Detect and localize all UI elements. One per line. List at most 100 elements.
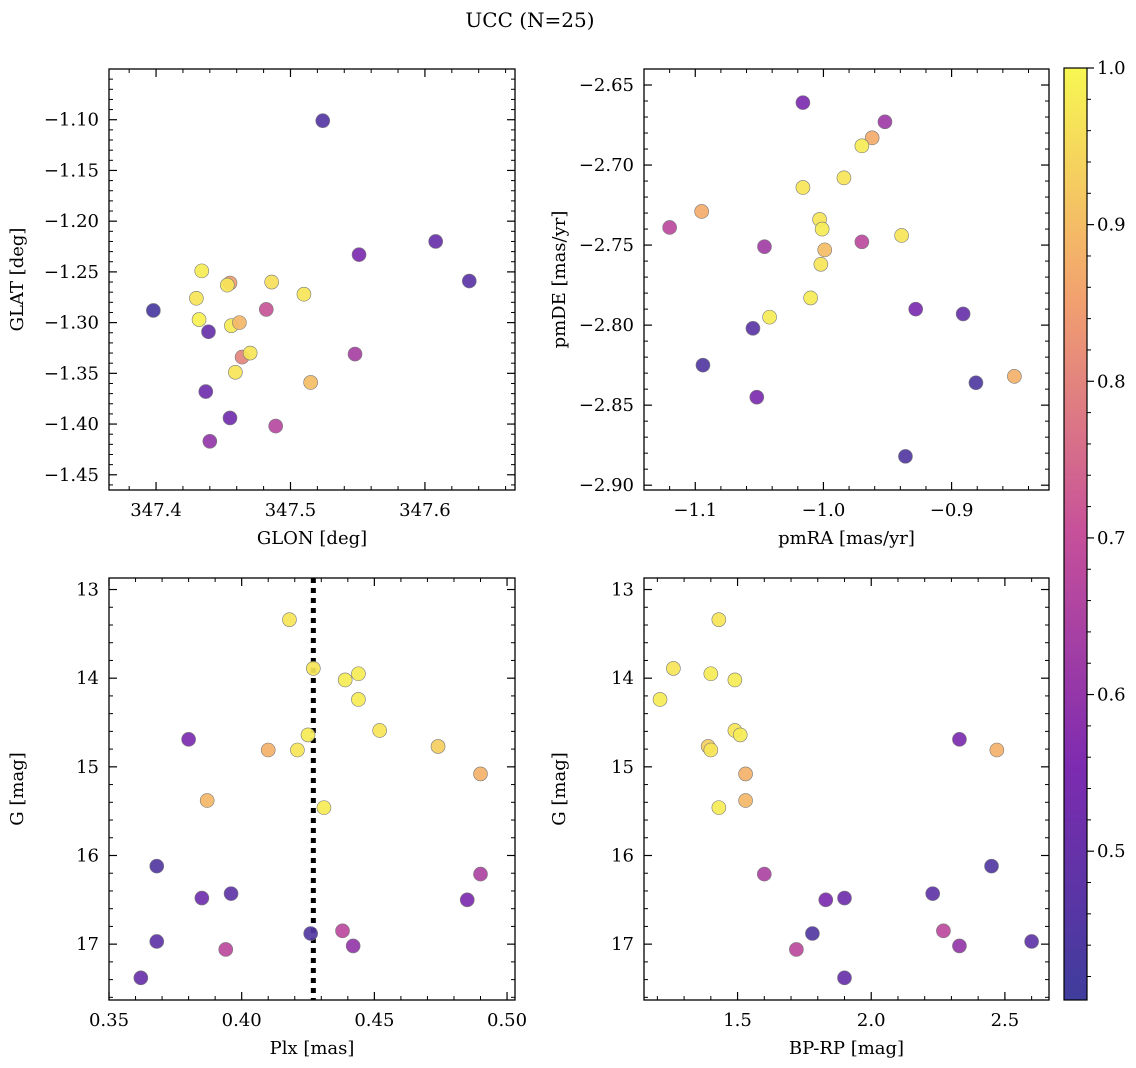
scatter-point — [181, 732, 196, 747]
scatter-point — [351, 692, 366, 707]
panel-1: 347.4 347.5 347.6 −1.10 −1.15 −1.20 −1.25 −1.30… — [7, 68, 516, 549]
scatter-point — [306, 661, 321, 676]
scatter-point — [908, 301, 924, 317]
scatter-point — [242, 345, 258, 361]
scatter-point — [727, 672, 743, 688]
scatter-point — [194, 890, 210, 906]
scatter-point — [789, 942, 804, 957]
colorbar-tick-label: 0.9 — [1097, 215, 1126, 236]
scatter-point — [149, 934, 165, 949]
scatter-point — [222, 410, 238, 426]
panel-2: −1.1 −1.0 −0.9 −2.65 −2.70 −2.75 −2.80 −2.85 −2.… — [549, 68, 1050, 549]
y-tick-label: 13 — [611, 580, 634, 601]
scatter-point — [194, 263, 210, 279]
y-tick-label: 15 — [76, 757, 99, 778]
scatter-point — [666, 661, 681, 676]
scatter-point — [473, 866, 488, 882]
scatter-point — [762, 309, 777, 325]
x-tick-label: 1.5 — [723, 1010, 752, 1031]
y-tick-label: 15 — [611, 757, 634, 778]
scatter-point — [745, 321, 761, 336]
scatter-point — [282, 612, 297, 627]
scatter-point — [703, 742, 719, 758]
scatter-point — [296, 286, 312, 302]
scatter-point — [146, 303, 161, 318]
y-axis-label: pmDE [mas/yr] — [549, 211, 570, 349]
scatter-point — [662, 220, 677, 235]
scatter-point — [290, 742, 305, 758]
scatter-point — [968, 375, 984, 391]
scatter-point — [711, 612, 727, 627]
scatter-point — [372, 723, 387, 738]
scatter-point — [347, 346, 363, 362]
scatter-point — [803, 290, 818, 306]
scatter-point — [989, 742, 1005, 758]
scatter-point — [805, 926, 820, 941]
scatter-point — [461, 273, 477, 289]
scatter-point — [303, 926, 318, 941]
scatter-point — [351, 666, 366, 682]
scatter-point — [133, 970, 149, 986]
scatter-point — [836, 170, 852, 186]
scatter-point — [258, 302, 274, 317]
x-axis-label: pmRA [mas/yr] — [778, 528, 915, 549]
y-tick-label: 16 — [76, 845, 99, 866]
y-tick-label: −2.75 — [579, 235, 634, 256]
y-tick-label: −1.10 — [44, 110, 99, 131]
y-axis-label: G [mag] — [7, 752, 28, 825]
y-tick-label: −1.30 — [44, 313, 99, 334]
scatter-point — [813, 256, 829, 272]
scatter-point — [428, 234, 443, 249]
scatter-point — [757, 239, 772, 254]
y-tick-label: −1.20 — [44, 211, 99, 232]
scatter-point — [695, 357, 711, 373]
scatter-point — [1024, 934, 1039, 949]
x-tick-label: 0.45 — [354, 1010, 394, 1031]
y-tick-label: −1.15 — [44, 160, 99, 181]
x-tick-label: −0.9 — [930, 500, 974, 521]
scatter-point — [936, 923, 951, 939]
scatter-point — [459, 892, 475, 908]
scatter-point — [268, 418, 284, 434]
scatter-point — [898, 449, 913, 464]
colorbar-tick-label: 0.6 — [1097, 685, 1126, 706]
scatter-point — [877, 114, 893, 130]
scatter-point — [232, 315, 247, 330]
scatter-point — [703, 666, 719, 682]
scatter-point — [260, 742, 276, 758]
y-tick-label: −1.35 — [44, 363, 99, 384]
scatter-point — [652, 692, 668, 707]
scatter-point — [315, 113, 331, 129]
axes-frame — [643, 68, 1050, 491]
scatter-point — [202, 434, 218, 449]
x-tick-label: 347.6 — [399, 500, 451, 521]
scatter-point — [952, 938, 967, 954]
scatter-point — [335, 923, 350, 939]
figure-title: UCC (N=25) — [465, 8, 594, 32]
scatter-point — [694, 204, 709, 219]
scatter-point — [201, 324, 216, 340]
y-axis-label: GLAT [deg] — [7, 228, 28, 332]
x-tick-label: 0.40 — [222, 1010, 262, 1031]
scatter-point — [430, 739, 446, 754]
scatter-point — [864, 130, 880, 146]
y-tick-label: 14 — [611, 668, 634, 689]
panel-4: 1.5 2.0 2.5 13 14 15 16 17 BP-RP [mag] G [mag] — [549, 577, 1050, 1059]
scatter-point — [316, 800, 332, 815]
scatter-point — [837, 970, 852, 986]
scatter-point — [337, 672, 353, 688]
y-tick-label: 16 — [611, 845, 634, 866]
colorbar: 0.5 0.6 0.7 0.8 0.9 1.0 — [1063, 58, 1126, 1001]
x-axis-label: GLON [deg] — [257, 528, 367, 549]
scatter-point — [749, 389, 765, 405]
y-tick-label: −2.65 — [579, 75, 634, 96]
scatter-point — [149, 858, 165, 874]
scatter-point — [925, 886, 941, 901]
scatter-point — [303, 375, 318, 390]
colorbar-gradient — [1063, 67, 1088, 1001]
scatter-point — [711, 800, 727, 815]
x-tick-label: 347.5 — [265, 500, 317, 521]
x-tick-label: −1.1 — [673, 500, 717, 521]
x-tick-label: 2.0 — [857, 1010, 886, 1031]
x-axis-label: BP-RP [mag] — [789, 1038, 904, 1059]
